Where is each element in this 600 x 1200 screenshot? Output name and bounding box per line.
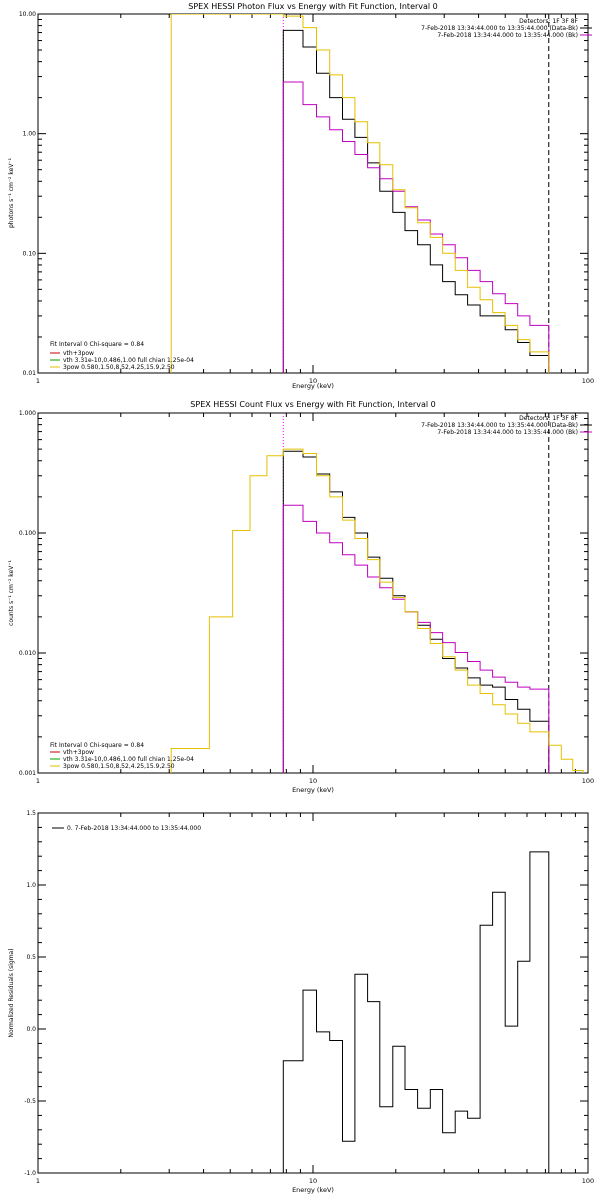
- y-tick-label: 1.00: [23, 131, 37, 138]
- x-tick-label: 10: [309, 377, 317, 385]
- legend-right: Detectors: 1F 3F 8F 7-Feb-2018 13:34:44.…: [421, 415, 592, 436]
- fit-interval-label: Fit Interval 0 Chi-square = 0.84: [50, 341, 144, 348]
- fit-interval-label: Fit Interval 0 Chi-square = 0.84: [50, 742, 144, 749]
- legend-right: Detectors: 1F 3F 8F 7-Feb-2018 13:34:44.…: [421, 18, 592, 39]
- legend-bk: 7-Feb-2018 13:34:44.000 to 13:35:44.000 …: [437, 32, 578, 39]
- y-tick-label: 0.100: [19, 530, 36, 537]
- legend-detectors: Detectors: 1F 3F 8F: [519, 18, 578, 25]
- y-tick-label: 0.0: [26, 1026, 36, 1033]
- residuals-panel: 1 10 100 -1.0 -0.5 0.0 0.5 1.0 1.5 Normalized Re…: [8, 810, 594, 1194]
- x-tick-label: 1: [36, 1177, 40, 1185]
- x-tick-label: 1: [36, 777, 40, 785]
- series-line: [282, 504, 550, 773]
- y-axis-label: photons s⁻¹ cm⁻² keV⁻¹: [8, 157, 15, 228]
- y-tick-label: 1.5: [26, 810, 36, 817]
- y-axis-label: Normalized Residuals (sigma): [8, 948, 15, 1037]
- legend-vth: vth 3.31e-10,0.486,1.00 full chian 1.25e…: [63, 357, 194, 364]
- y-axis-label: counts s⁻¹ cm⁻² keV⁻¹: [8, 560, 15, 626]
- series-line: [282, 851, 550, 1173]
- x-axis-label: Energy (keV): [292, 1186, 334, 1194]
- legend-left: Fit Interval 0 Chi-square = 0.84 vth+3po…: [50, 341, 194, 371]
- x-tick-label: 100: [582, 377, 594, 385]
- y-tick-label: 0.001: [19, 770, 36, 777]
- y-tick-label: 1.000: [19, 410, 36, 417]
- y-tick-label: -1.0: [24, 1170, 36, 1177]
- y-tick-label: 0.5: [26, 954, 36, 961]
- y-tick-label: 0.10: [23, 250, 37, 257]
- series-line: [170, 448, 584, 773]
- series-line: [170, 14, 550, 373]
- legend-data-bk: 7-Feb-2018 13:34:44.000 to 13:35:44.000 …: [421, 25, 578, 32]
- x-tick-label: 100: [582, 777, 594, 785]
- legend-model: vth+3pow: [63, 749, 94, 756]
- legend-vth: vth 3.31e-10,0.486,1.00 full chian 1.25e…: [63, 756, 194, 763]
- legend-3pow: 3pow 0.580,1.50,8.52,4.25,15.9,2.50: [63, 364, 175, 371]
- legend-detectors: Detectors: 1F 3F 8F: [519, 415, 578, 422]
- y-tick-label: 10.00: [19, 11, 36, 18]
- legend-data-bk: 7-Feb-2018 13:34:44.000 to 13:35:44.000 …: [421, 422, 578, 429]
- y-tick-label: 0.010: [19, 650, 36, 657]
- chart-title: SPEX HESSI Count Flux vs Energy with Fit…: [190, 400, 435, 409]
- legend-residuals: 0. 7-Feb-2018 13:34:44.000 to 13:35:44.0…: [67, 825, 201, 832]
- series-line: [282, 29, 550, 373]
- y-tick-label: 0.01: [23, 370, 37, 377]
- chart-title: SPEX HESSI Photon Flux vs Energy with Fi…: [188, 2, 438, 11]
- legend-left: 0. 7-Feb-2018 13:34:44.000 to 13:35:44.0…: [52, 825, 201, 832]
- legend-bk: 7-Feb-2018 13:34:44.000 to 13:35:44.000 …: [437, 429, 578, 436]
- count-flux-panel: SPEX HESSI Count Flux vs Energy with Fit…: [8, 400, 594, 794]
- x-tick-label: 1: [36, 377, 40, 385]
- x-axis-label: Energy (keV): [292, 786, 334, 794]
- x-axis-label: Energy (keV): [292, 382, 334, 390]
- y-tick-label: -0.5: [24, 1098, 36, 1105]
- legend-model: vth+3pow: [63, 350, 94, 357]
- x-tick-label: 100: [582, 1177, 594, 1185]
- photon-flux-panel: SPEX HESSI Photon Flux vs Energy with Fi…: [8, 2, 594, 390]
- plot-frame: [37, 412, 589, 774]
- x-tick-label: 10: [309, 777, 317, 785]
- legend-3pow: 3pow 0.580,1.50,8.52,4.25,15.9,2.50: [63, 763, 175, 770]
- legend-left: Fit Interval 0 Chi-square = 0.84 vth+3po…: [50, 742, 194, 770]
- y-tick-label: 1.0: [26, 882, 36, 889]
- x-tick-label: 10: [309, 1177, 317, 1185]
